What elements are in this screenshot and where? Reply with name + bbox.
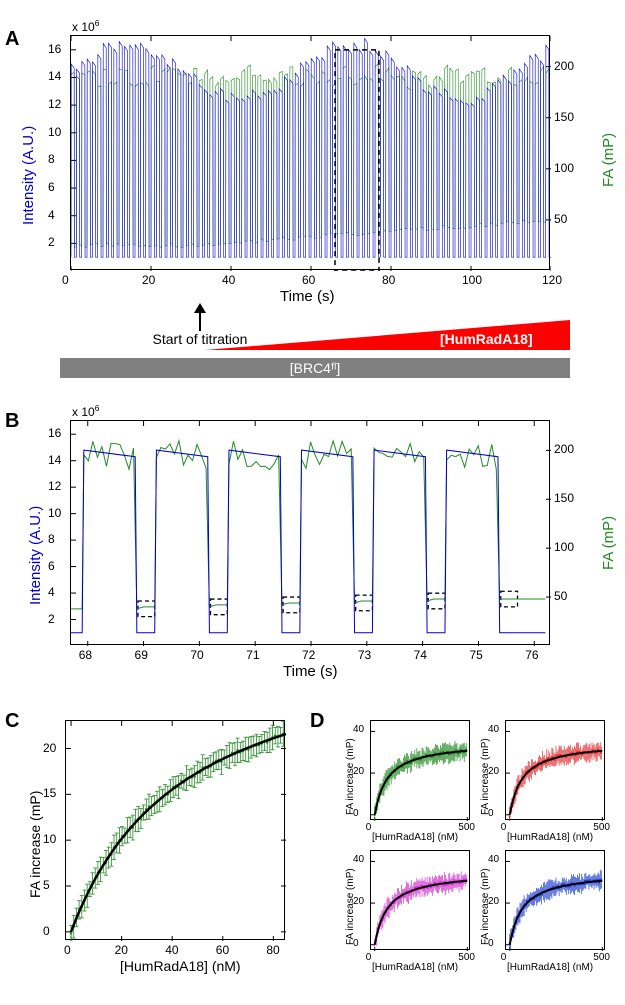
chart-panel-d-tl: [370, 720, 470, 820]
chart-panel-d-br: [505, 850, 605, 950]
chart-panel-b-svg: [71, 421, 551, 646]
chart-panel-d-bl: [370, 850, 470, 950]
y-left-label-a: Intensity (A.U.): [20, 126, 37, 225]
panel-label-c: C: [5, 710, 19, 733]
y-right-label-a: FA (mP): [600, 133, 617, 187]
panel-label-b: B: [5, 410, 19, 433]
chart-panel-b: [70, 420, 550, 645]
titrant-label: [HumRadA18]: [440, 331, 533, 347]
figure-root: A x 106 Intensity (A.U.) FA (mP) Time (s…: [0, 0, 625, 1005]
x-label-b: Time (s): [283, 663, 337, 680]
y-left-label-b: Intensity (A.U.): [27, 506, 44, 605]
titrant-gradient-triangle: [HumRadA18]: [205, 320, 570, 350]
chart-panel-a-svg: [71, 36, 551, 271]
x-label-c: [HumRadA18] (nM): [120, 958, 241, 974]
chart-panel-d-tr: [505, 720, 605, 820]
y-exponent-a: x 106: [72, 18, 99, 34]
chart-panel-c-svg: [66, 721, 286, 941]
panel-label-d: D: [310, 710, 324, 733]
y-exponent-b: x 106: [72, 403, 99, 419]
probe-bar: [BRC4ᶠˡ]: [60, 358, 570, 378]
chart-panel-a: [70, 35, 550, 270]
panel-label-a: A: [5, 28, 19, 51]
chart-panel-c: [65, 720, 285, 940]
probe-bar-label: [BRC4ᶠˡ]: [290, 360, 341, 376]
x-label-a: Time (s): [280, 288, 334, 305]
y-right-label-b: FA (mP): [600, 516, 617, 570]
y-label-c: FA increase (mP): [27, 791, 43, 898]
